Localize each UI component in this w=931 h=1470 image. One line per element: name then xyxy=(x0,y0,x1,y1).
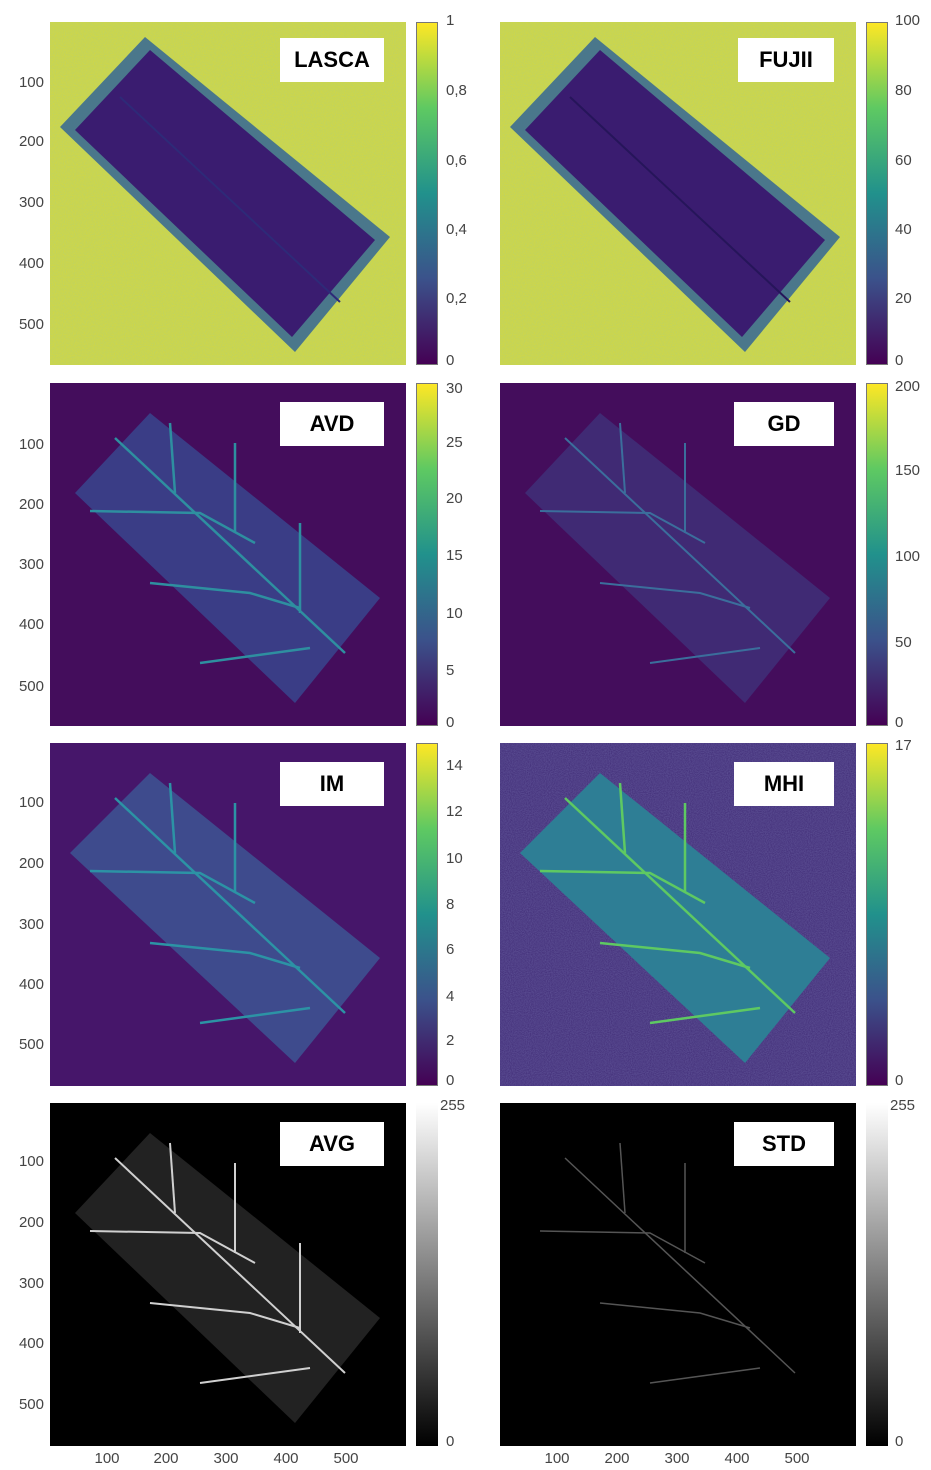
colorbar-tick: 0 xyxy=(446,352,455,369)
panel-label: GD xyxy=(734,402,834,446)
colorbar xyxy=(866,743,888,1086)
colorbar-tick: 0 xyxy=(895,1072,904,1089)
x-tick: 100 xyxy=(544,1450,570,1467)
colorbar-tick: 60 xyxy=(895,152,912,169)
y-tick: 500 xyxy=(18,678,44,695)
colorbar-tick: 200 xyxy=(895,378,921,395)
colorbar-tick: 6 xyxy=(446,941,455,958)
colorbar xyxy=(416,743,438,1086)
colorbar-tick: 25 xyxy=(446,434,463,451)
y-tick: 200 xyxy=(18,1214,44,1231)
colorbar-tick: 10 xyxy=(446,605,463,622)
y-tick: 500 xyxy=(18,1396,44,1413)
panel-label: FUJII xyxy=(738,38,834,82)
colorbar xyxy=(866,1103,888,1446)
y-tick: 400 xyxy=(18,1335,44,1352)
panel-label: LASCA xyxy=(280,38,384,82)
colorbar-tick: 0 xyxy=(446,714,455,731)
colorbar-tick: 17 xyxy=(895,737,912,754)
panel-label: MHI xyxy=(734,762,834,806)
colorbar-tick: 4 xyxy=(446,988,455,1005)
colorbar-tick: 30 xyxy=(446,380,463,397)
y-tick: 200 xyxy=(18,133,44,150)
colorbar-tick: 0,2 xyxy=(446,290,467,307)
y-tick: 500 xyxy=(18,1036,44,1053)
x-tick: 300 xyxy=(664,1450,690,1467)
y-tick: 100 xyxy=(18,794,44,811)
colorbar-tick: 10 xyxy=(446,850,463,867)
colorbar-tick: 100 xyxy=(895,548,921,565)
colorbar-tick: 0,6 xyxy=(446,152,467,169)
colorbar-tick: 5 xyxy=(446,662,455,679)
colorbar-tick: 20 xyxy=(895,290,912,307)
colorbar-tick: 0 xyxy=(446,1433,455,1450)
colorbar-tick: 1 xyxy=(446,12,455,29)
x-tick: 400 xyxy=(273,1450,299,1467)
colorbar-tick: 12 xyxy=(446,803,463,820)
panel-label: AVD xyxy=(280,402,384,446)
y-tick: 300 xyxy=(18,194,44,211)
y-tick: 400 xyxy=(18,616,44,633)
colorbar-tick: 20 xyxy=(446,490,463,507)
y-tick: 100 xyxy=(18,74,44,91)
y-tick: 200 xyxy=(18,855,44,872)
x-tick: 100 xyxy=(94,1450,120,1467)
y-tick: 400 xyxy=(18,976,44,993)
colorbar-tick: 0 xyxy=(895,352,904,369)
panel-label: AVG xyxy=(280,1122,384,1166)
x-tick: 400 xyxy=(724,1450,750,1467)
colorbar-tick: 2 xyxy=(446,1032,455,1049)
y-tick: 100 xyxy=(18,1153,44,1170)
colorbar-tick: 40 xyxy=(895,221,912,238)
panel-label: STD xyxy=(734,1122,834,1166)
x-tick: 500 xyxy=(333,1450,359,1467)
colorbar-tick: 8 xyxy=(446,896,455,913)
colorbar-tick: 255 xyxy=(890,1097,916,1114)
x-tick: 300 xyxy=(213,1450,239,1467)
colorbar xyxy=(416,1103,438,1446)
colorbar-tick: 255 xyxy=(440,1097,466,1114)
colorbar xyxy=(416,22,438,365)
colorbar-tick: 80 xyxy=(895,82,912,99)
x-tick: 200 xyxy=(604,1450,630,1467)
x-tick: 200 xyxy=(153,1450,179,1467)
y-tick: 100 xyxy=(18,436,44,453)
colorbar xyxy=(866,22,888,365)
y-tick: 300 xyxy=(18,1275,44,1292)
colorbar-tick: 150 xyxy=(895,462,921,479)
colorbar-tick: 15 xyxy=(446,547,463,564)
y-tick: 400 xyxy=(18,255,44,272)
colorbar-tick: 50 xyxy=(895,634,912,651)
y-tick: 500 xyxy=(18,316,44,333)
im-image xyxy=(50,743,406,1086)
colorbar-tick: 100 xyxy=(895,12,921,29)
colorbar xyxy=(866,383,888,726)
colorbar-tick: 0 xyxy=(895,1433,904,1450)
panel-label: IM xyxy=(280,762,384,806)
colorbar-tick: 14 xyxy=(446,757,463,774)
colorbar xyxy=(416,383,438,726)
y-tick: 300 xyxy=(18,556,44,573)
colorbar-tick: 0,4 xyxy=(446,221,467,238)
colorbar-tick: 0 xyxy=(446,1072,455,1089)
y-tick: 200 xyxy=(18,496,44,513)
x-tick: 500 xyxy=(784,1450,810,1467)
colorbar-tick: 0,8 xyxy=(446,82,467,99)
colorbar-tick: 0 xyxy=(895,714,904,731)
y-tick: 300 xyxy=(18,916,44,933)
